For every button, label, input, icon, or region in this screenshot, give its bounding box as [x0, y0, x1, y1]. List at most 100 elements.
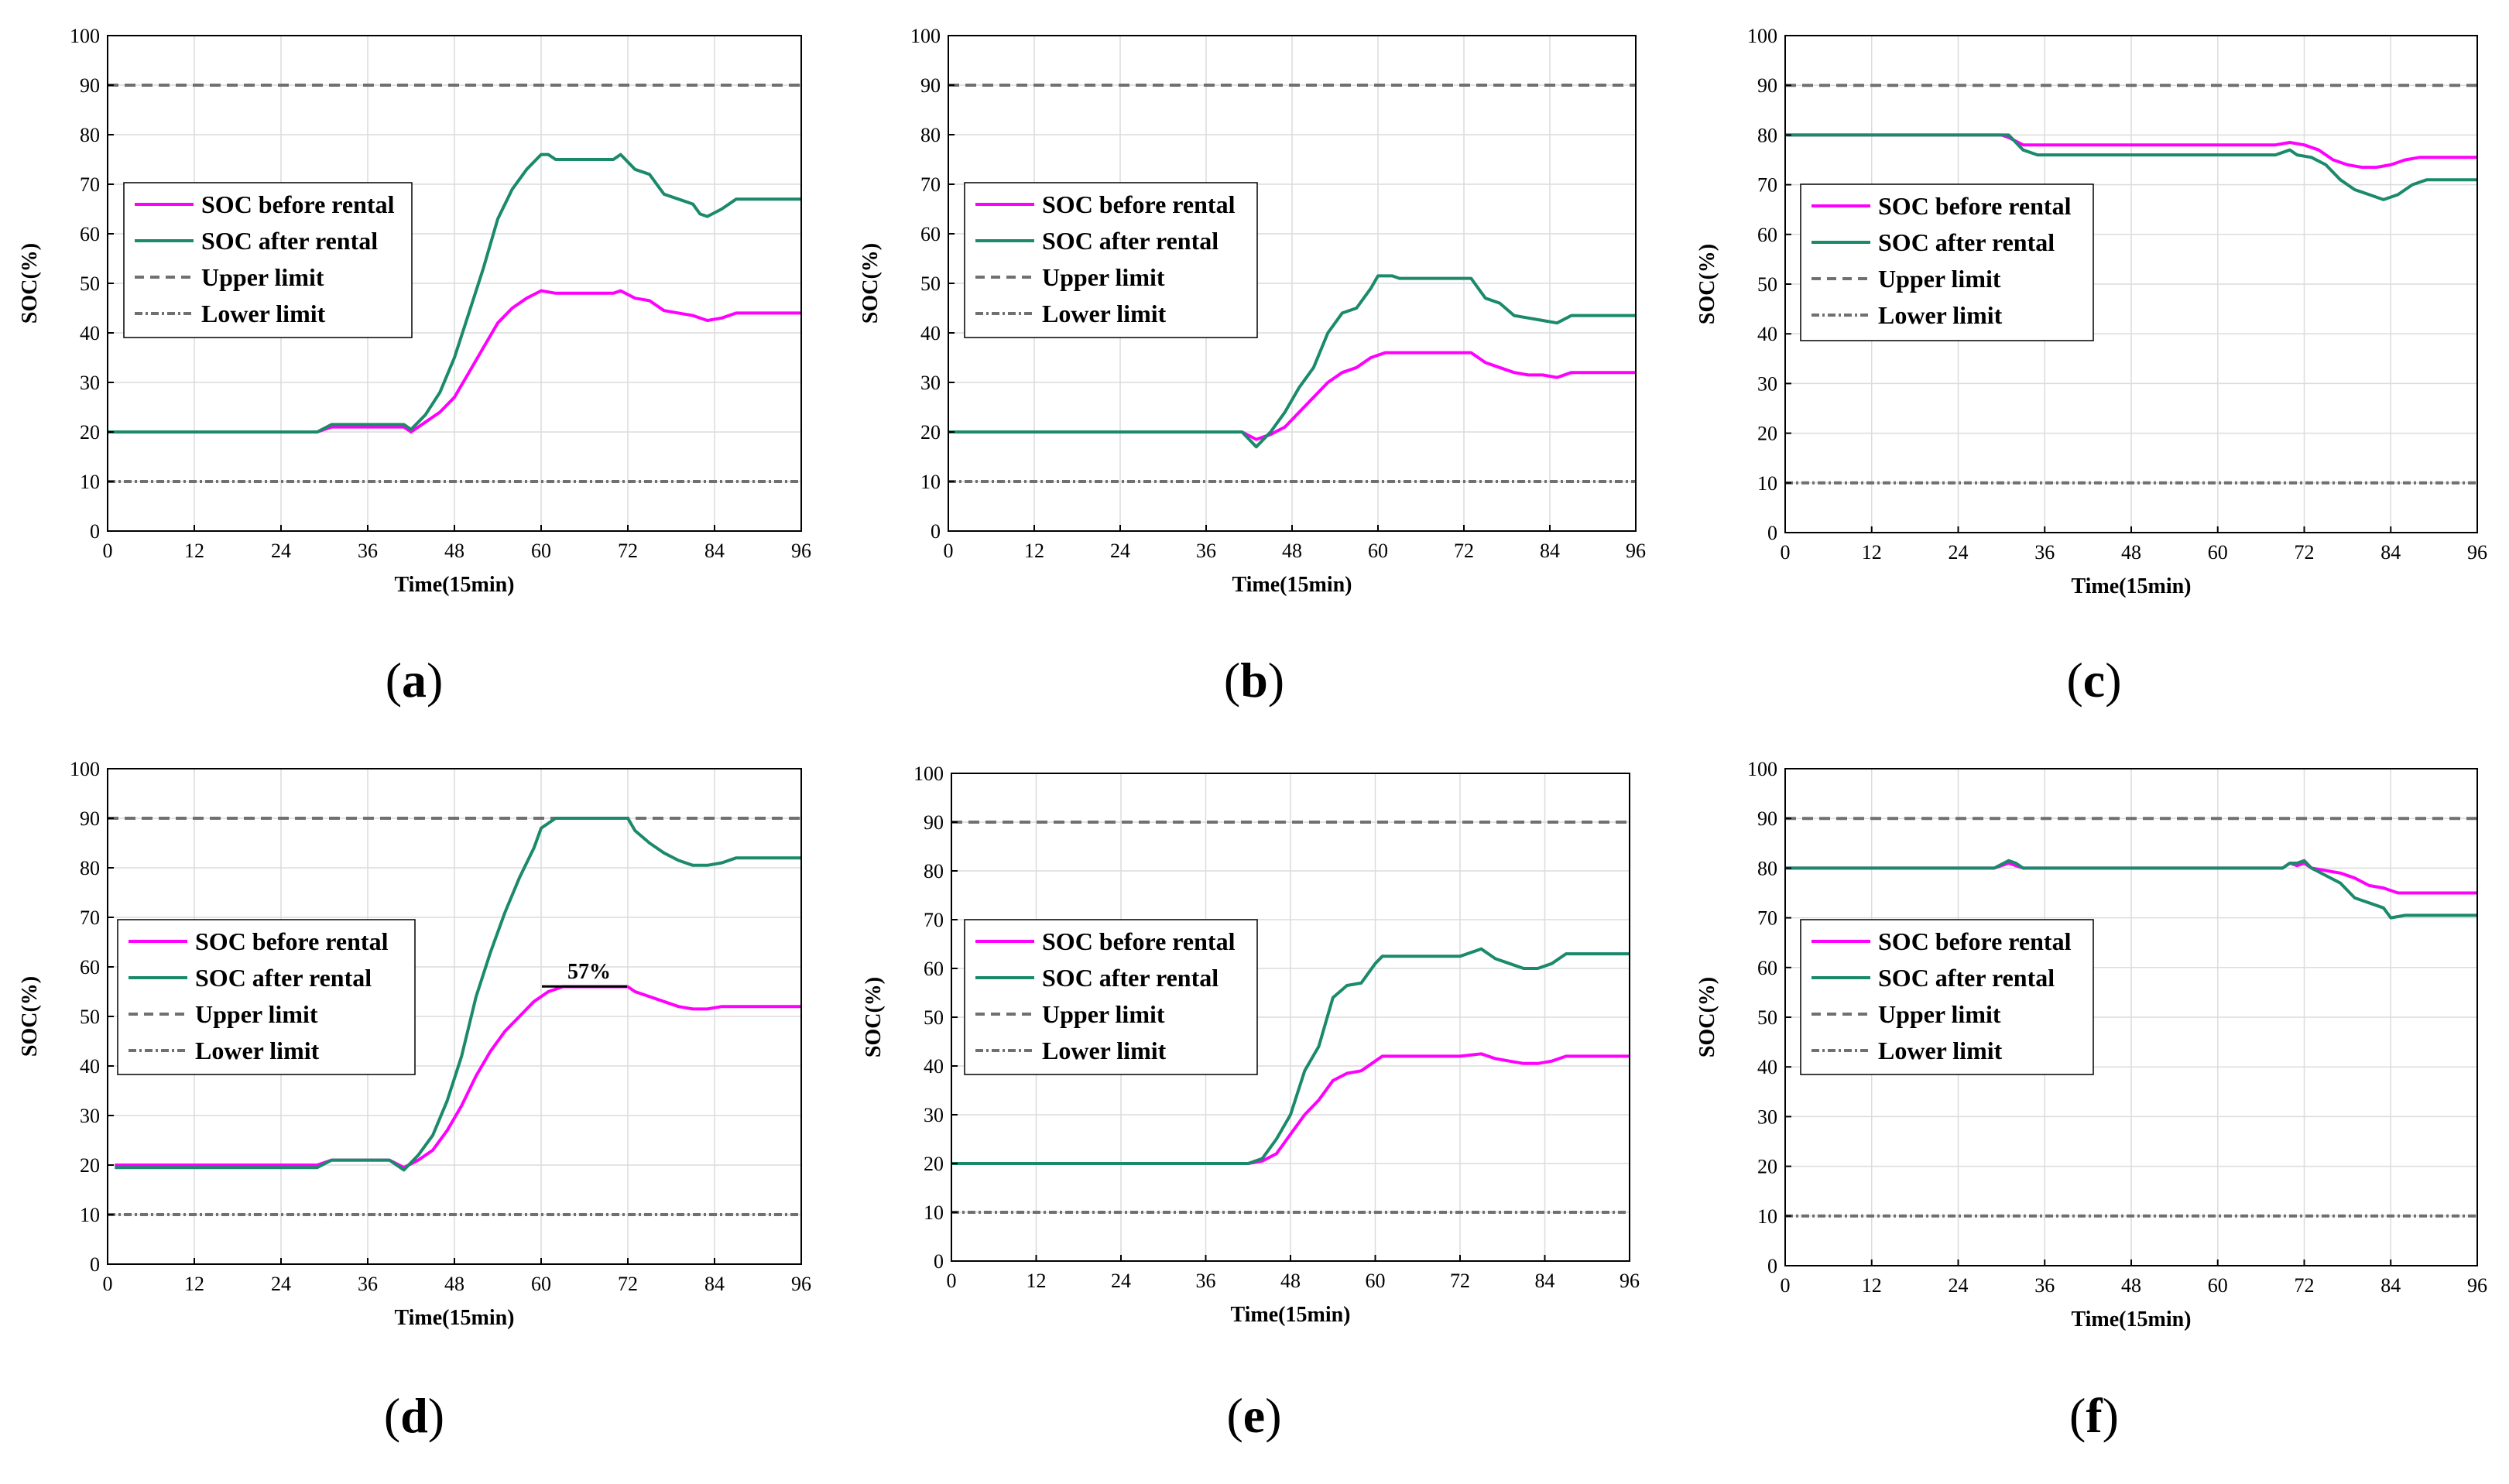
series-line-after-rental	[1785, 133, 2477, 201]
panel-label: (e)	[1226, 1388, 1281, 1443]
x-tick-label: 24	[271, 1273, 291, 1295]
x-tick-label: 72	[1450, 1270, 1470, 1292]
x-tick-label: 60	[531, 540, 551, 562]
y-tick-label: 60	[1757, 224, 1777, 246]
y-tick-label: 50	[1757, 1006, 1777, 1029]
y-tick-label: 40	[924, 1055, 944, 1078]
y-tick-label: 80	[1757, 857, 1777, 879]
x-tick-label: 36	[2034, 1274, 2055, 1297]
x-axis-label: Time(15min)	[2071, 1307, 2191, 1331]
x-tick-label: 36	[1196, 540, 1216, 562]
chart-panel-c: 0 12 24 36 48 60 72 84 96 0 10 20 30 40 50 60 70 80 90 100 T…	[1695, 25, 2487, 708]
x-tick-label: 12	[1027, 1270, 1047, 1292]
legend-label: Upper limit	[1878, 265, 2001, 293]
legend-label: SOC after rental	[201, 227, 378, 255]
legend-label: SOC before rental	[1878, 927, 2072, 955]
x-axis-label: Time(15min)	[1230, 1303, 1350, 1327]
x-tick-label: 36	[358, 1273, 378, 1295]
y-tick-label: 90	[924, 811, 944, 834]
y-tick-label: 40	[1757, 1056, 1777, 1078]
y-tick-label: 20	[920, 421, 941, 444]
x-tick-label: 48	[1282, 540, 1302, 562]
x-tick-label: 72	[2295, 1274, 2315, 1297]
y-tick-label: 100	[1747, 25, 1777, 47]
legend-label: Upper limit	[195, 1000, 318, 1028]
y-axis-label: SOC(%)	[859, 243, 883, 324]
y-tick-label: 40	[1757, 323, 1777, 345]
y-tick-label: 50	[80, 272, 100, 295]
y-axis-label: SOC(%)	[862, 977, 886, 1057]
y-tick-label: 20	[924, 1153, 944, 1175]
legend: SOC before rental SOC after rental Upper l…	[123, 182, 413, 338]
legend-label: Upper limit	[1878, 1000, 2001, 1028]
x-tick-label: 36	[2034, 541, 2055, 564]
x-tick-label: 84	[704, 540, 725, 562]
x-axis-label: Time(15min)	[1232, 573, 1352, 597]
y-tick-label: 60	[80, 956, 100, 978]
legend-label: Lower limit	[195, 1037, 320, 1064]
legend-label: SOC after rental	[1878, 228, 2055, 256]
y-axis-label: SOC(%)	[18, 243, 42, 324]
y-axis-label: SOC(%)	[1695, 977, 1719, 1057]
y-tick-label: 20	[1757, 423, 1777, 445]
series-line-after-rental	[951, 947, 1630, 1165]
x-tick-label: 96	[2467, 1274, 2487, 1297]
x-tick-label: 12	[1862, 541, 1882, 564]
x-tick-label: 48	[444, 1273, 464, 1295]
legend: SOC before rental SOC after rental Upper l…	[117, 919, 416, 1075]
y-tick-label: 100	[70, 758, 100, 780]
y-tick-label: 30	[1757, 372, 1777, 395]
y-tick-label: 70	[1757, 174, 1777, 197]
x-tick-label: 24	[1949, 1274, 1969, 1297]
y-tick-label: 70	[924, 909, 944, 931]
legend: SOC before rental SOC after rental Upper l…	[964, 182, 1258, 338]
series-line-after-rental	[108, 153, 801, 434]
x-tick-label: 24	[1111, 1270, 1131, 1292]
legend: SOC before rental SOC after rental Upper l…	[1800, 919, 2094, 1075]
legend: SOC before rental SOC after rental Upper l…	[1800, 183, 2094, 341]
series-line-after-rental	[1785, 859, 2477, 920]
y-tick-label: 10	[80, 471, 100, 493]
legend-label: SOC after rental	[195, 964, 372, 992]
x-tick-label: 36	[1196, 1270, 1216, 1292]
x-axis-label: Time(15min)	[2071, 574, 2191, 598]
y-tick-label: 60	[920, 223, 941, 245]
series-line-after-rental	[948, 274, 1636, 449]
y-tick-label: 30	[920, 372, 941, 394]
legend: SOC before rental SOC after rental Upper l…	[964, 919, 1258, 1075]
x-tick-label: 48	[1280, 1270, 1301, 1292]
y-tick-label: 90	[80, 807, 100, 830]
x-tick-label: 48	[2121, 541, 2141, 564]
y-tick-label: 90	[920, 74, 941, 97]
y-tick-label: 70	[920, 173, 941, 196]
y-tick-label: 60	[80, 223, 100, 245]
legend-label: SOC before rental	[195, 927, 389, 955]
series-line-before-rental	[951, 1052, 1630, 1165]
y-tick-label: 90	[1757, 74, 1777, 97]
y-tick-label: 10	[1757, 472, 1777, 495]
x-tick-label: 0	[103, 1273, 113, 1295]
y-tick-label: 50	[1757, 273, 1777, 296]
y-tick-label: 100	[70, 25, 100, 47]
x-tick-label: 0	[1781, 1274, 1791, 1297]
y-tick-label: 80	[80, 857, 100, 879]
x-axis-label: Time(15min)	[394, 573, 514, 597]
legend-label: SOC after rental	[1042, 964, 1219, 992]
y-tick-label: 90	[1757, 807, 1777, 830]
y-tick-label: 50	[924, 1006, 944, 1029]
y-tick-label: 10	[924, 1201, 944, 1224]
x-tick-label: 96	[1620, 1270, 1640, 1292]
y-tick-label: 80	[924, 860, 944, 883]
legend-box	[964, 919, 1258, 1075]
legend-label: Lower limit	[201, 300, 326, 327]
legend-label: Upper limit	[201, 263, 324, 291]
legend-label: SOC before rental	[201, 190, 395, 218]
y-tick-label: 0	[1767, 522, 1777, 544]
x-tick-label: 0	[947, 1270, 957, 1292]
legend-label: SOC before rental	[1878, 192, 2072, 220]
x-tick-label: 72	[2295, 541, 2315, 564]
x-tick-label: 48	[2121, 1274, 2141, 1297]
x-tick-label: 12	[184, 540, 204, 562]
x-tick-label: 0	[103, 540, 113, 562]
